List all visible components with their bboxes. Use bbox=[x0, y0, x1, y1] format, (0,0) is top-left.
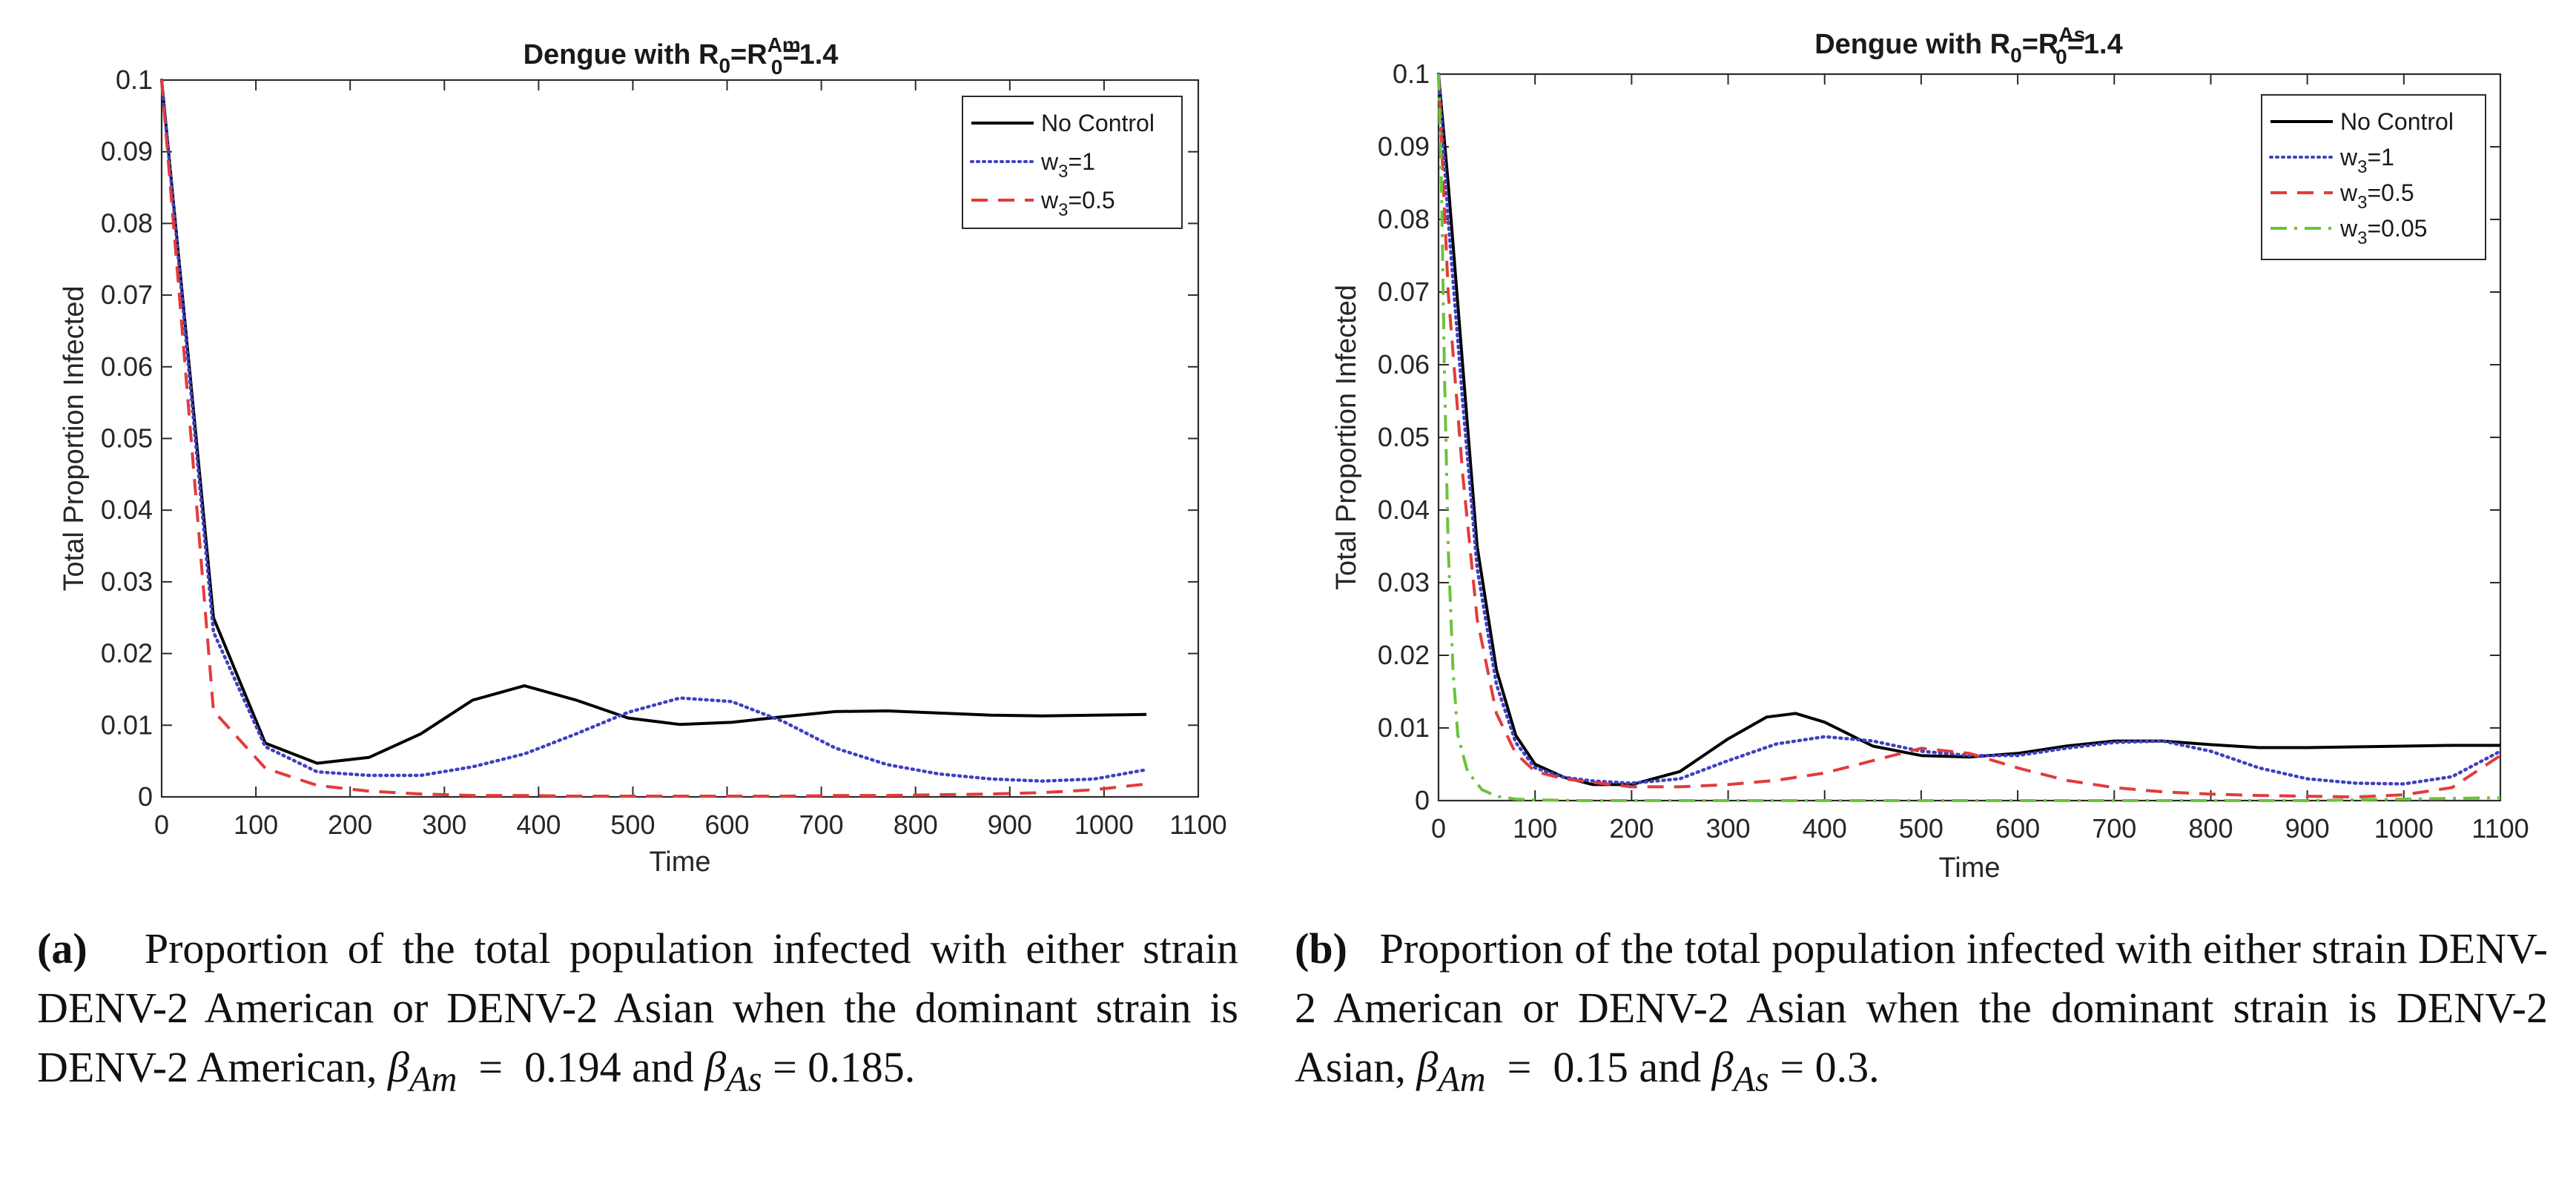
panel-b-xtick-label: 600 bbox=[1995, 813, 2040, 844]
caption-a-beta-am-sub: Am bbox=[409, 1059, 458, 1099]
caption-b-beta-as-sub: As bbox=[1733, 1059, 1769, 1099]
panel-b-xtick-label: 500 bbox=[1899, 813, 1943, 844]
panel-a-series-w3-0-5 bbox=[160, 79, 1147, 798]
panel-b-legend-label: w3=0.05 bbox=[2339, 215, 2427, 248]
caption-a-beta-as-sub: As bbox=[726, 1059, 762, 1099]
caption-a-beta-as-value: 0.185 bbox=[808, 1043, 905, 1091]
caption-b-and: and bbox=[1639, 1043, 1702, 1091]
caption-a-eq2: = bbox=[773, 1043, 797, 1091]
panel-b-ytick-label: 0.01 bbox=[1378, 712, 1430, 743]
panel-b-xtick-label: 300 bbox=[1706, 813, 1751, 844]
panel-a-ytick-label: 0 bbox=[138, 781, 153, 812]
panel-b-xtick-label: 200 bbox=[1609, 813, 1654, 844]
caption-b-beta-am-symbol: β bbox=[1416, 1043, 1439, 1091]
caption-b: (b) Proportion of the total population i… bbox=[1295, 919, 2548, 1110]
panel-a-ytick-label: 0.03 bbox=[101, 566, 153, 597]
caption-b-tail: . bbox=[1869, 1043, 1880, 1091]
panel-a-xtick-label: 100 bbox=[234, 809, 278, 840]
panel-a-ytick-label: 0.08 bbox=[101, 208, 153, 238]
panel-a-ytick-label: 0.1 bbox=[116, 64, 153, 95]
panel-b-ytick-label: 0.08 bbox=[1378, 204, 1430, 234]
panel-b-xtick-label: 900 bbox=[2285, 813, 2330, 844]
panel-b-ytick-label: 0.04 bbox=[1378, 494, 1430, 525]
caption-b-eq1: = bbox=[1507, 1043, 1532, 1091]
caption-a-eq1: = bbox=[478, 1043, 503, 1091]
panel-b-ytick-label: 0.1 bbox=[1393, 59, 1430, 89]
caption-a-tail: . bbox=[904, 1043, 916, 1091]
panel-a-xlabel: Time bbox=[649, 847, 710, 878]
panel-a-xtick-label: 300 bbox=[422, 809, 466, 840]
panel-b-title: Dengue with R0=RAs 0=1.4 bbox=[1814, 23, 2123, 68]
panel-b-xtick-label: 400 bbox=[1803, 813, 1847, 844]
panel-b-ytick-label: 0.02 bbox=[1378, 640, 1430, 670]
panel-a-xtick-label: 0 bbox=[154, 809, 169, 840]
panel-b-xlabel: Time bbox=[1938, 852, 2000, 884]
panel-a-legend-label: w3=1 bbox=[1040, 148, 1095, 182]
panel-b-series-w3-0-5 bbox=[1437, 73, 2502, 799]
panel-a-ytick-label: 0.09 bbox=[101, 136, 153, 167]
panel-b-series-w3-1 bbox=[1436, 72, 2503, 786]
panel-b-legend-label: w3=0.5 bbox=[2339, 179, 2414, 213]
panel-a-series-w3-1 bbox=[159, 78, 1149, 783]
caption-a-beta-am-value: 0.194 bbox=[524, 1043, 621, 1091]
panel-b-ytick-label: 0.03 bbox=[1378, 567, 1430, 597]
caption-b-eq2: = bbox=[1780, 1043, 1805, 1091]
panel-b-ylabel: Total Proportion Infected bbox=[1331, 285, 1362, 590]
panel-b-series-w3-0-05 bbox=[1437, 73, 2501, 802]
panel-a-legend bbox=[962, 96, 1183, 229]
panel-b-ytick-label: 0.05 bbox=[1378, 422, 1430, 452]
panel-b-xtick-label: 1000 bbox=[2374, 813, 2434, 844]
caption-a: (a) Proportion of the total population i… bbox=[37, 919, 1238, 1110]
caption-a-and: and bbox=[632, 1043, 694, 1091]
caption-b-beta-am-sub: Am bbox=[1438, 1059, 1486, 1099]
caption-b-beta-am-value: 0.15 bbox=[1553, 1043, 1628, 1091]
panel-b-xtick-label: 100 bbox=[1513, 813, 1557, 844]
panel-a-ytick-label: 0.01 bbox=[101, 709, 153, 740]
caption-b-text: Proportion of the total population infec… bbox=[1295, 924, 2548, 1091]
panel-a-xtick-label: 900 bbox=[988, 809, 1032, 840]
caption-a-beta-am-symbol: β bbox=[388, 1043, 409, 1091]
panel-b-ytick-label: 0.09 bbox=[1378, 131, 1430, 162]
panel-a-xtick-label: 1100 bbox=[1169, 809, 1226, 840]
panel-b-legend-label: w3=1 bbox=[2339, 144, 2394, 177]
panel-a-ytick-label: 0.05 bbox=[101, 423, 153, 454]
panel-b-xtick-label: 1100 bbox=[2471, 813, 2529, 844]
panel-a-xtick-label: 1000 bbox=[1074, 809, 1134, 840]
caption-b-beta-as-value: 0.3 bbox=[1814, 1043, 1869, 1091]
caption-b-letter: (b) bbox=[1295, 924, 1347, 973]
panel-a-ytick-label: 0.07 bbox=[101, 279, 153, 310]
panel-b-ytick-label: 0 bbox=[1415, 785, 1430, 815]
panel-b-legend-label: No Control bbox=[2340, 108, 2454, 135]
panel-b-series-no-control bbox=[1437, 73, 2500, 787]
panel-a-legend-label: No Control bbox=[1041, 110, 1155, 136]
panel-a-xtick-label: 200 bbox=[328, 809, 372, 840]
panel-a-ytick-label: 0.04 bbox=[101, 494, 153, 525]
panel-a-xtick-label: 800 bbox=[894, 809, 938, 840]
panel-b-xtick-label: 700 bbox=[2092, 813, 2136, 844]
panel-a-xtick-label: 600 bbox=[705, 809, 750, 840]
panel-a-title: Dengue with R0=RAm 0=1.4 bbox=[524, 33, 839, 79]
panel-b-ytick-label: 0.07 bbox=[1378, 277, 1430, 307]
caption-a-beta-as-symbol: β bbox=[704, 1043, 727, 1091]
caption-b-beta-as-symbol: β bbox=[1711, 1043, 1734, 1091]
caption-a-text: Proportion of the total population infec… bbox=[37, 924, 1238, 1091]
panel-a-series-no-control bbox=[160, 79, 1147, 765]
panel-a-ylabel: Total Proportion Infected bbox=[59, 286, 90, 592]
panel-a-xtick-label: 500 bbox=[610, 809, 655, 840]
panel-a-ytick-label: 0.06 bbox=[101, 351, 153, 382]
panel-a-ytick-label: 0.02 bbox=[101, 638, 153, 669]
panel-b-xtick-label: 800 bbox=[2188, 813, 2233, 844]
caption-a-letter: (a) bbox=[37, 924, 87, 973]
panel-a-xtick-label: 700 bbox=[799, 809, 844, 840]
panel-a-xtick-label: 400 bbox=[516, 809, 561, 840]
panel-b-chart: Dengue with R0=RAs 0=1.4 0 100 200 300 400 500 6… bbox=[1331, 23, 2529, 884]
panel-a-chart: Dengue with R0=RAm 0=1.4 0 100 200 300 400 500 6… bbox=[59, 33, 1227, 878]
panel-b-ytick-label: 0.06 bbox=[1378, 349, 1430, 380]
panel-a-legend-label: w3=0.5 bbox=[1040, 187, 1115, 220]
panel-b-xtick-label: 0 bbox=[1431, 813, 1446, 844]
